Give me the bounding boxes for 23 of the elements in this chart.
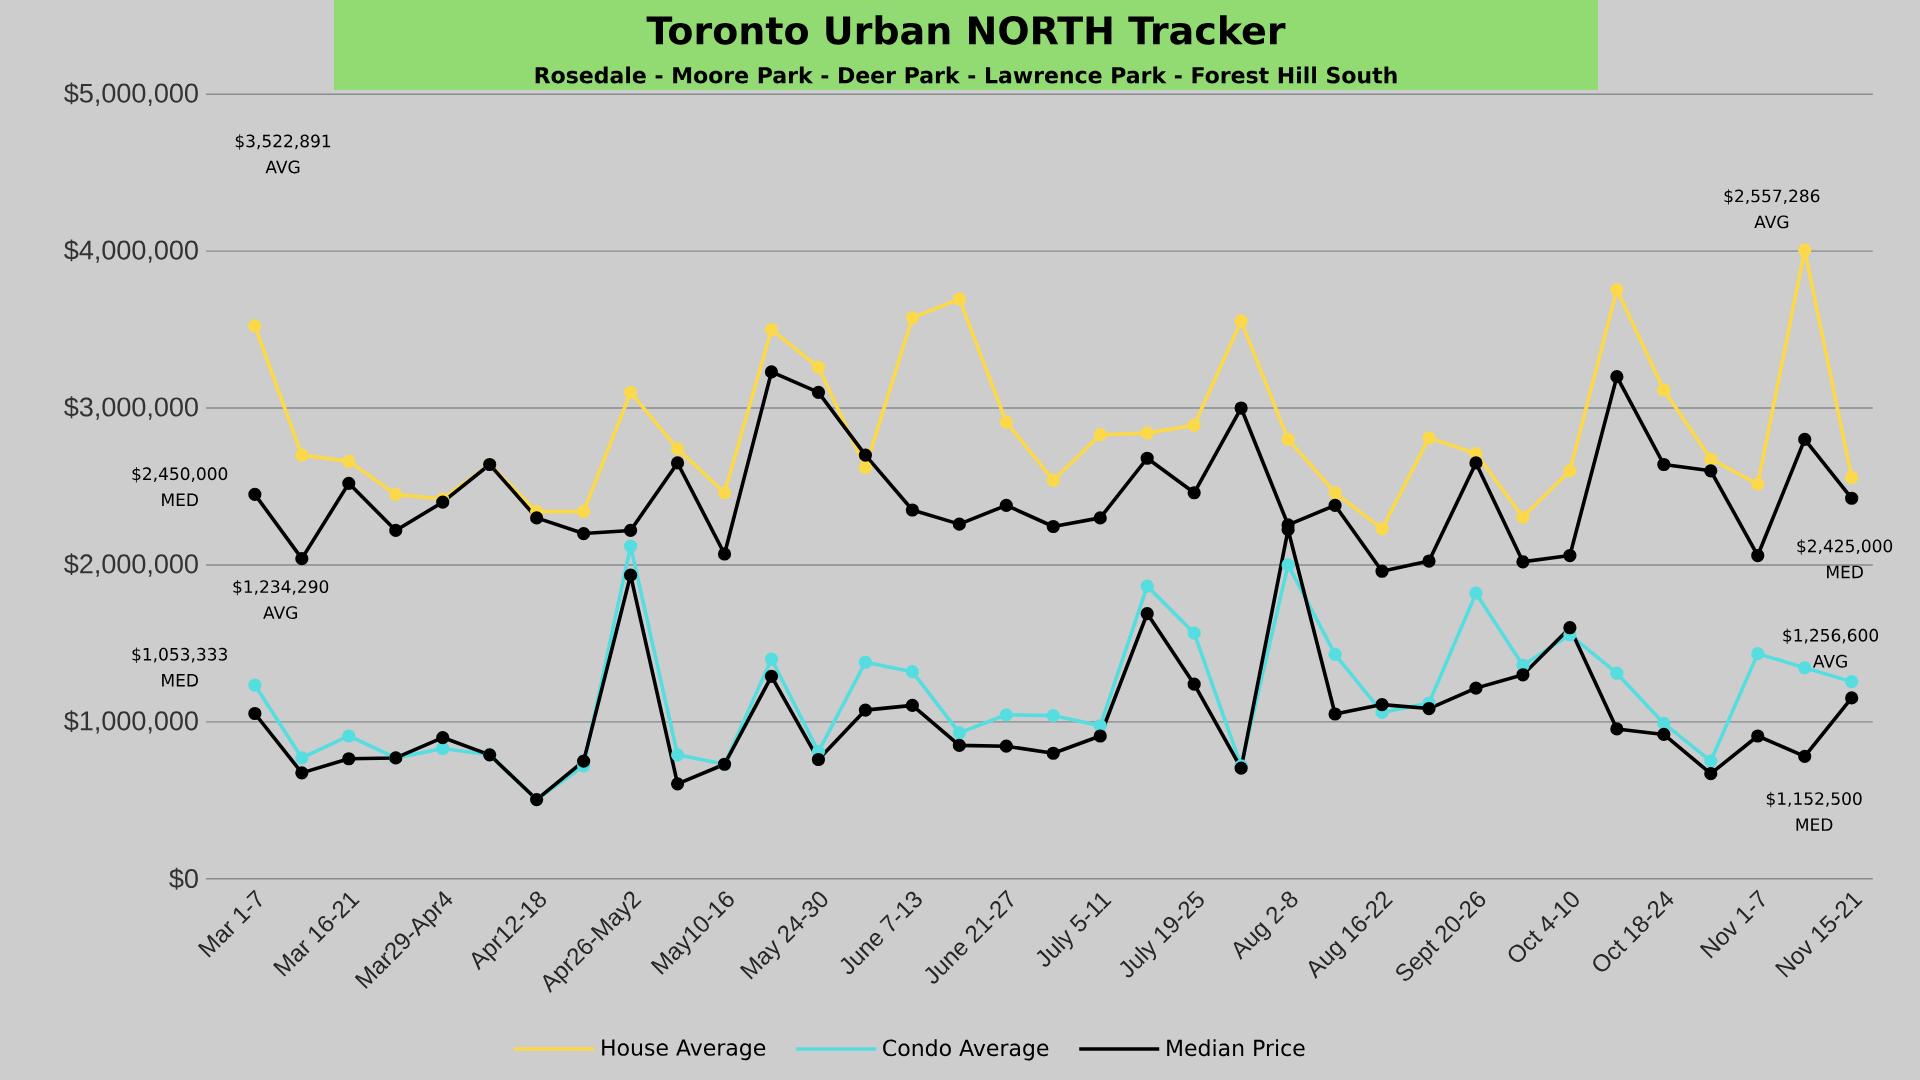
annotation: $2,450,000 MED [132,467,228,506]
annotation: $1,234,290 AVG [233,579,329,620]
y-tick-label: $1,000,000 [64,710,198,734]
chart-subtitle: Rosedale - Moore Park - Deer Park - Lawrence Park - Forest Hill South [535,66,1397,84]
y-tick-label: $3,000,000 [64,396,198,420]
y-tick-label: $2,000,000 [64,553,198,577]
legend-label: Median Price [1167,1039,1305,1057]
x-tick-label: Nov 1-7 [1699,889,1765,959]
legend-label: Condo Average [883,1039,1049,1061]
annotation: $2,425,000 MED [1797,539,1893,579]
y-tick-label: $5,000,000 [64,82,198,106]
x-tick-label: Mar 1-7 [197,889,262,958]
y-tick-label: $4,000,000 [64,239,198,263]
annotation: $1,053,333 MED [132,647,227,687]
annotation: $2,557,286 AVG [1724,189,1820,229]
x-tick-label: Aug 2-8 [1233,891,1298,961]
annotation: $1,152,500 MED [1766,791,1862,831]
annotation: $1,256,600 AVG [1783,628,1879,668]
chart-title: Toronto Urban NORTH Tracker [646,15,1286,45]
annotation: $3,522,891 AVG [235,134,331,174]
y-tick-label: $0 [169,867,198,890]
x-tick-label: July 5-11 [1036,893,1112,967]
legend-label: House Average [602,1039,766,1061]
